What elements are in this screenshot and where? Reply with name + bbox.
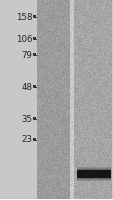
Text: 106: 106 — [16, 34, 32, 44]
Text: 23: 23 — [21, 136, 32, 144]
Text: 158: 158 — [16, 12, 32, 21]
Text: 79: 79 — [21, 50, 32, 60]
Text: 48: 48 — [21, 82, 32, 92]
Text: 35: 35 — [21, 114, 32, 123]
